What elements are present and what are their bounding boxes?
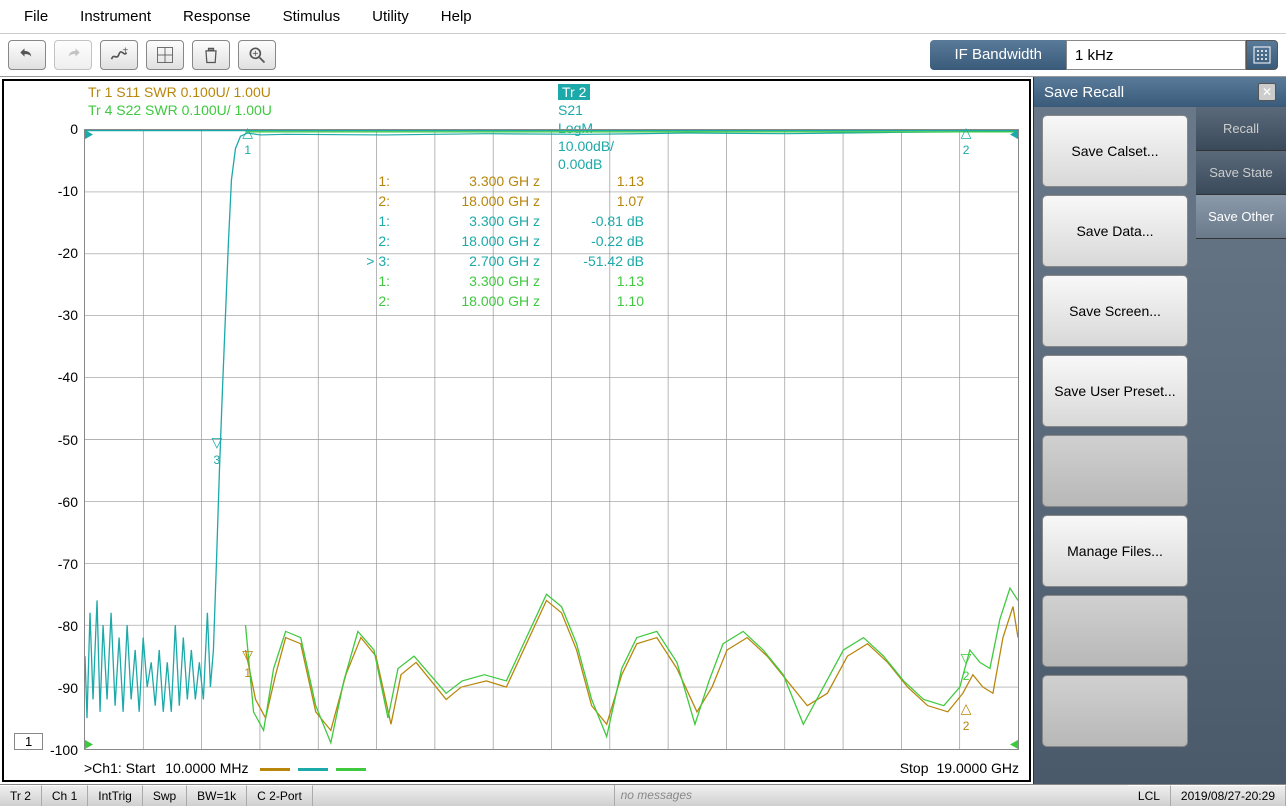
side-tab-2[interactable]: Save Other [1196,195,1286,239]
chart-container: Tr 1 S11 SWR 0.100U/ 1.00UTr 4 S22 SWR 0… [2,79,1031,782]
chart-footer: >Ch1: Start 10.0000 MHz Stop 19.0000 GHz [14,760,1019,776]
ifbw-label: IF Bandwidth [930,40,1066,70]
panel-title: Save Recall [1044,84,1124,101]
menu-instrument[interactable]: Instrument [64,4,167,29]
side-btn-5[interactable]: Manage Files... [1042,515,1188,587]
side-btn-1[interactable]: Save Data... [1042,195,1188,267]
status-cell[interactable]: IntTrig [88,785,143,806]
menu-file[interactable]: File [8,4,64,29]
side-tab-0[interactable]: Recall [1196,107,1286,151]
side-btn-3[interactable]: Save User Preset... [1042,355,1188,427]
status-bar: Tr 2Ch 1IntTrigSwpBW=1kC 2-Port no messag… [0,784,1286,806]
menu-utility[interactable]: Utility [356,4,425,29]
layout-button[interactable] [146,40,184,70]
status-right: 2019/08/27-20:29 [1171,785,1286,806]
redo-button[interactable] [54,40,92,70]
trace-labels: Tr 1 S11 SWR 0.100U/ 1.00UTr 4 S22 SWR 0… [88,83,272,119]
status-right: LCL [1128,785,1171,806]
menubar: FileInstrumentResponseStimulusUtilityHel… [0,0,1286,34]
add-trace-button[interactable]: + [100,40,138,70]
status-msg: no messages [614,785,1128,806]
side-buttons: Save Calset... Save Data... Save Screen...… [1034,107,1196,784]
main-area: Tr 1 S11 SWR 0.100U/ 1.00UTr 4 S22 SWR 0… [0,77,1286,784]
calc-button[interactable] [1246,40,1278,70]
side-btn-2[interactable]: Save Screen... [1042,275,1188,347]
svg-text:+: + [122,45,128,56]
close-icon[interactable]: ✕ [1258,83,1276,101]
y-axis: 0-10-20-30-40-50-60-70-80-90-100 [4,129,84,750]
menu-response[interactable]: Response [167,4,267,29]
stop-freq: 19.0000 GHz [937,760,1020,776]
side-btn-4[interactable] [1042,435,1188,507]
status-cell[interactable]: C 2-Port [247,785,313,806]
panel-title-bar: Save Recall ✕ [1034,77,1286,107]
status-cell[interactable]: Tr 2 [0,785,42,806]
toolbar: + IF Bandwidth [0,34,1286,77]
side-btn-0[interactable]: Save Calset... [1042,115,1188,187]
start-freq: 10.0000 MHz [165,760,248,776]
delete-button[interactable] [192,40,230,70]
side-tab-1[interactable]: Save State [1196,151,1286,195]
ifbw-input[interactable] [1066,40,1246,70]
zoom-button[interactable] [238,40,276,70]
status-cell[interactable]: Ch 1 [42,785,88,806]
status-cell[interactable]: BW=1k [187,785,247,806]
side-btn-7[interactable] [1042,675,1188,747]
undo-button[interactable] [8,40,46,70]
page-tab[interactable]: 1 [14,733,43,750]
side-tabs: RecallSave StateSave Other [1196,107,1286,784]
marker-readout: 1:3.300 GH z1.132:18.000 GH z1.071:3.300… [344,171,644,311]
menu-help[interactable]: Help [425,4,488,29]
ch-start-label: >Ch1: Start [84,760,155,776]
side-btn-6[interactable] [1042,595,1188,667]
menu-stimulus[interactable]: Stimulus [267,4,357,29]
stop-label: Stop [900,760,929,776]
status-cell[interactable]: Swp [143,785,187,806]
save-recall-panel: Save Recall ✕ Save Calset... Save Data...… [1033,77,1286,784]
